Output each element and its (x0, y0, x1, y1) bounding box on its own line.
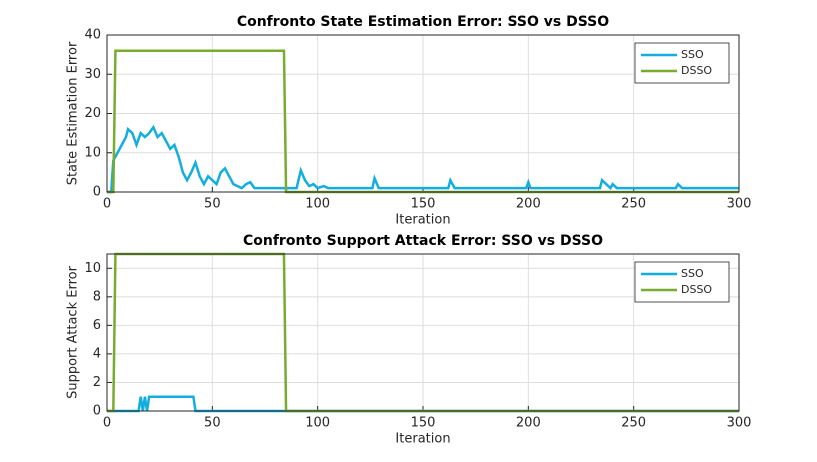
x-tick-label: 0 (103, 416, 111, 431)
x-tick-label: 100 (305, 416, 330, 431)
axes-box (106, 253, 740, 412)
x-tick-label: 150 (411, 197, 436, 212)
chart-title: Confronto Support Attack Error: SSO vs D… (243, 233, 603, 249)
y-tick-label: 0 (93, 404, 101, 419)
y-tick-label: 10 (84, 261, 101, 276)
y-axis-label: State Estimation Error (66, 41, 81, 185)
y-tick-label: 0 (93, 185, 101, 200)
y-tick-label: 10 (84, 145, 101, 160)
chart-panel: 0 50 100 150 200 250 300 0 2 4 6 8 10 Confronto Suppo… (66, 233, 752, 447)
series-line (107, 124, 739, 194)
legend-box (634, 261, 730, 303)
y-tick-label: 6 (93, 318, 101, 333)
x-tick-label: 100 (305, 197, 330, 212)
x-tick-label: 50 (204, 416, 221, 431)
axes-box (106, 34, 740, 193)
legend-label: SSO (681, 48, 704, 61)
x-tick-label: 0 (103, 197, 111, 212)
legend-label: DSSO (681, 283, 712, 296)
x-tick-label: 200 (516, 197, 541, 212)
y-tick-label: 2 (93, 375, 101, 390)
y-tick-label: 4 (93, 346, 101, 361)
x-tick-label: 250 (621, 416, 646, 431)
x-tick-label: 300 (727, 416, 752, 431)
y-tick-label: 8 (93, 289, 101, 304)
x-tick-label: 150 (411, 416, 436, 431)
chart-title: Confronto State Estimation Error: SSO vs… (237, 14, 609, 30)
legend-box (634, 42, 730, 84)
x-axis-label: Iteration (395, 432, 450, 447)
x-tick-label: 250 (621, 197, 646, 212)
x-tick-label: 50 (204, 197, 221, 212)
x-axis-label: Iteration (395, 213, 450, 228)
y-tick-label: 40 (84, 28, 101, 43)
y-tick-label: 30 (84, 67, 101, 82)
legend-label: SSO (681, 267, 704, 280)
chart-panel: 0 50 100 150 200 250 300 0 10 20 30 40 Confronto Sta… (66, 14, 752, 228)
x-tick-label: 300 (727, 197, 752, 212)
y-axis-label: Support Attack Error (66, 265, 81, 398)
y-tick-label: 20 (84, 106, 101, 121)
legend-label: DSSO (681, 64, 712, 77)
x-tick-label: 200 (516, 416, 541, 431)
